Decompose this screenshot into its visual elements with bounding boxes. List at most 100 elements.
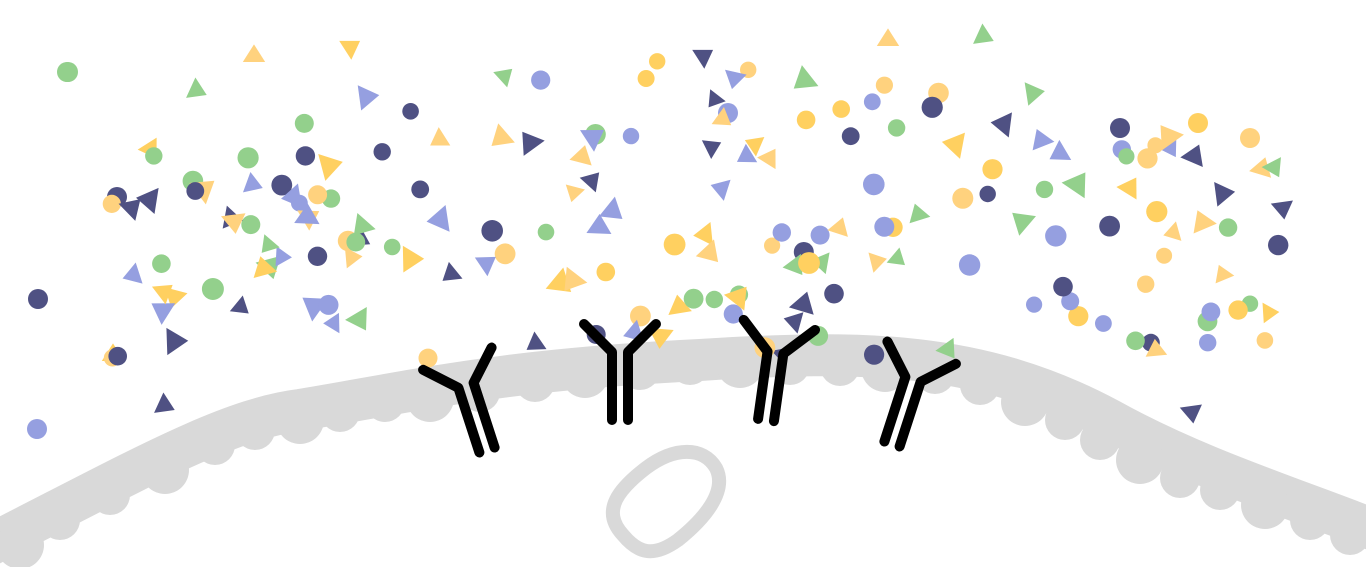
particle-dot <box>237 147 259 169</box>
particle-triangle <box>701 140 722 159</box>
particle-dot <box>27 419 47 439</box>
particle-dot <box>952 187 974 209</box>
membrane-segment <box>1290 500 1330 540</box>
particle-triangle <box>1249 157 1272 178</box>
particle-triangle <box>710 179 731 201</box>
particle-triangle <box>1261 157 1281 178</box>
particle-dot <box>824 283 844 304</box>
particle-triangle <box>564 266 588 291</box>
particle-dot <box>186 182 205 200</box>
particle-dot <box>979 185 996 203</box>
particle-triangle <box>186 77 207 98</box>
particle-triangle <box>1214 181 1236 207</box>
particle-triangle <box>668 294 692 316</box>
particle-triangle <box>569 145 592 166</box>
particle-dot <box>295 146 316 166</box>
particle-dot <box>1110 118 1130 138</box>
particle-triangle <box>281 183 302 208</box>
membrane-segment <box>90 475 130 515</box>
particle-dot <box>481 220 504 242</box>
particle-dot <box>1045 225 1067 247</box>
membrane-segment <box>1330 515 1366 555</box>
particle-triangle <box>1049 139 1072 160</box>
particle-dot <box>1146 201 1168 223</box>
particle-dot <box>201 278 224 300</box>
particle-triangle <box>693 222 713 246</box>
particle-dot <box>1218 218 1238 237</box>
particle-triangle <box>242 171 263 193</box>
particle-dot <box>874 216 895 237</box>
particle-dot <box>1256 332 1274 349</box>
particle-triangle <box>402 245 425 273</box>
particle-dot <box>1061 292 1080 311</box>
particle-dot <box>307 246 328 266</box>
membrane-segment <box>960 365 1000 405</box>
particle-triangle <box>868 252 887 273</box>
particle-dot <box>145 147 163 165</box>
particle-triangle <box>736 143 758 163</box>
particle-triangle <box>261 234 280 253</box>
particle-dot <box>630 305 651 327</box>
particle-triangle <box>757 148 776 170</box>
particle-triangle <box>442 261 463 281</box>
particle-dot <box>1068 306 1089 327</box>
particle-triangle <box>275 246 292 267</box>
antibody-right-arm <box>894 358 961 452</box>
particle-triangle <box>586 213 612 234</box>
particle-dot <box>1053 276 1073 297</box>
particle-triangle <box>788 291 814 315</box>
membrane-segment <box>1080 420 1120 460</box>
particle-dot <box>772 223 791 242</box>
antibody <box>418 342 500 458</box>
membrane-segment <box>235 410 275 450</box>
particle-triangle <box>909 203 931 224</box>
particle-triangle <box>345 307 367 331</box>
membrane-segment <box>365 382 405 422</box>
cell-membrane <box>0 334 1366 567</box>
particle-dot <box>649 53 666 70</box>
particle-dot <box>1199 334 1217 352</box>
particle-dot <box>241 215 261 235</box>
particle-dot <box>1126 331 1145 351</box>
antibody-right-arm <box>768 324 821 427</box>
particle-triangle <box>1270 200 1293 220</box>
particle-dot <box>346 232 366 252</box>
membrane-segment <box>1116 436 1164 484</box>
particle-dot <box>418 348 438 368</box>
particle-dot <box>663 233 686 256</box>
particle-triangle <box>526 331 547 350</box>
particle-triangle <box>886 247 906 266</box>
particle-triangle <box>164 287 188 309</box>
particle-dot <box>102 194 121 213</box>
particle-triangle <box>648 327 674 349</box>
membrane-segment <box>141 446 189 494</box>
particle-dot <box>863 173 885 196</box>
antibody-left-arm <box>418 364 485 458</box>
particle-triangle <box>430 127 451 146</box>
particle-dot <box>875 76 894 94</box>
membrane-segment <box>1001 378 1049 426</box>
particle-dot <box>108 346 127 366</box>
membrane-segment <box>406 374 454 422</box>
particle-dot <box>1099 215 1120 237</box>
particle-dot <box>864 344 885 365</box>
particle-triangle <box>426 205 450 232</box>
membrane-segment <box>1160 458 1200 498</box>
organelle-outline <box>605 444 727 559</box>
particle-dot <box>383 238 401 256</box>
particle-triangle <box>1179 404 1202 424</box>
particle-triangle <box>493 68 513 88</box>
membrane-segment <box>515 362 555 402</box>
particle-triangle <box>708 89 726 108</box>
particle-triangle <box>692 49 714 69</box>
membrane-segment <box>320 392 360 432</box>
particle-dot <box>531 70 551 90</box>
particle-triangle <box>122 262 143 284</box>
particle-dot <box>622 127 640 145</box>
particle-triangle <box>1163 221 1182 241</box>
particle-triangle <box>744 136 765 157</box>
antibody-right-arm <box>623 319 661 425</box>
particle-triangle <box>118 199 141 221</box>
antibody-right-arm <box>468 342 500 453</box>
particle-triangle <box>1061 172 1086 199</box>
